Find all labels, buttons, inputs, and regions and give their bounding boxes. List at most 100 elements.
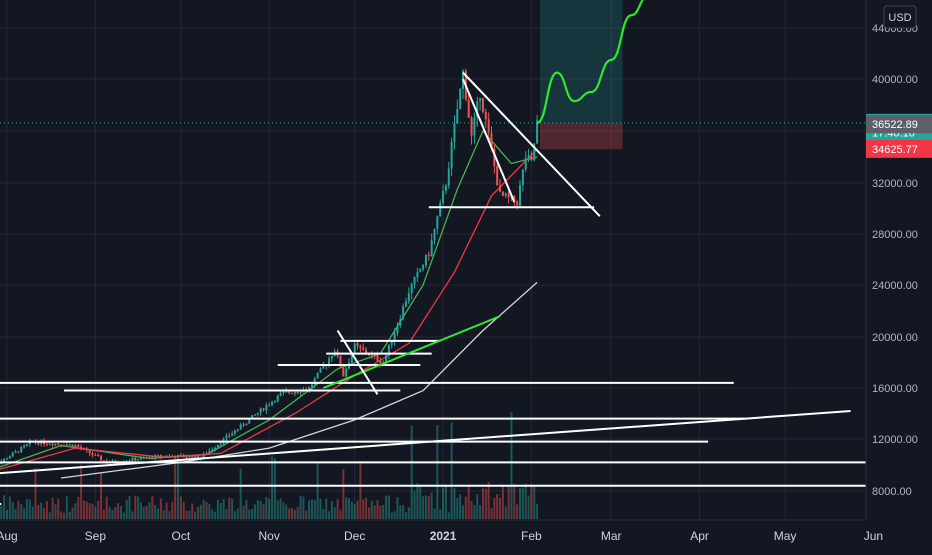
volume-bar [97,500,100,519]
candle-body [350,353,353,363]
volume-bar [479,505,482,519]
candle-body [413,277,416,285]
candle-body [28,441,31,445]
candle-body [6,458,8,460]
volume-bar [157,508,160,519]
volume-bar [442,487,445,519]
candle-body [470,117,473,136]
candle-body [379,361,382,364]
volume-bar [519,487,521,519]
volume-bar [450,422,453,519]
candle-body [225,435,228,439]
candle-body [168,455,171,457]
volume-bar [8,496,11,519]
candle-body [45,444,48,446]
volume-bar [0,505,3,519]
candle-body [242,424,245,426]
volume-bar [299,495,302,519]
volume-bar [85,501,88,519]
currency-badge[interactable]: USD [883,5,917,29]
volume-bar [328,511,331,519]
candle-body [142,457,145,459]
volume-bar [365,497,368,519]
candle-body [416,271,419,278]
volume-bar [253,504,256,519]
volume-bar [436,425,439,519]
candle-body [94,454,97,456]
y-tick-label: 32000.00 [872,178,918,190]
volume-bar [462,505,464,519]
candle-body [239,424,242,430]
candle-body [385,354,388,363]
volume-bar [427,496,430,519]
volume-bar [234,511,236,519]
candle-body [345,368,348,377]
volume-bar [453,488,456,519]
candle-body [444,185,447,191]
candle-body [276,395,279,402]
volume-bar [353,503,356,519]
volume-bar [208,504,211,519]
x-tick-label: 2021 [430,529,457,543]
candle-body [501,191,504,196]
candle-body [137,459,140,461]
candle-body [231,433,234,436]
volume-bar [279,498,282,519]
volume-bar [105,496,108,519]
volume-bar [202,499,205,519]
candle-body [154,455,157,459]
candle-body [516,201,519,206]
volume-bar [128,495,131,519]
volume-bar [179,496,182,519]
candle-body [14,451,17,453]
candle-body [507,193,510,198]
volume-bar [496,494,499,519]
candle-body [131,457,134,461]
volume-bar [308,500,311,519]
candle-body [77,445,80,447]
candle-body [157,455,160,457]
candle-body [211,449,214,451]
volume-bar [291,508,293,519]
candle-body [310,384,313,388]
candle-body [251,415,254,419]
candle-body [85,448,88,451]
volume-bar [222,499,225,519]
candle-body [467,99,470,118]
volume-bar [373,505,376,519]
y-tick-label: 16000.00 [872,383,918,395]
volume-bar [490,508,493,519]
volume-bar [447,512,450,519]
volume-bar [348,498,350,519]
candle-body [393,333,396,342]
candle-body [453,123,456,143]
volume-bar [501,486,504,519]
candle-body [248,418,251,424]
volume-bar [216,499,219,519]
candle-body [282,392,285,394]
volume-bar [382,504,385,519]
candle-body [102,460,105,462]
volume-bar [37,505,40,519]
candle-body [208,450,211,454]
volume-bar [464,496,467,519]
candle-body [356,343,359,346]
candle-body [259,408,262,413]
candle-body [191,456,194,459]
candle-body [179,455,182,457]
volume-bar [34,468,37,519]
volume-bar [248,509,251,519]
volume-bar [419,484,422,519]
candle-body [433,228,436,241]
volume-bar [325,498,328,519]
volume-bar [333,507,336,519]
volume-bar [350,501,353,519]
candle-body [376,355,379,362]
volume-bar [131,511,134,519]
volume-bar [319,498,322,519]
candle-body [196,455,199,459]
candle-body [91,453,94,456]
volume-bar [100,472,103,519]
